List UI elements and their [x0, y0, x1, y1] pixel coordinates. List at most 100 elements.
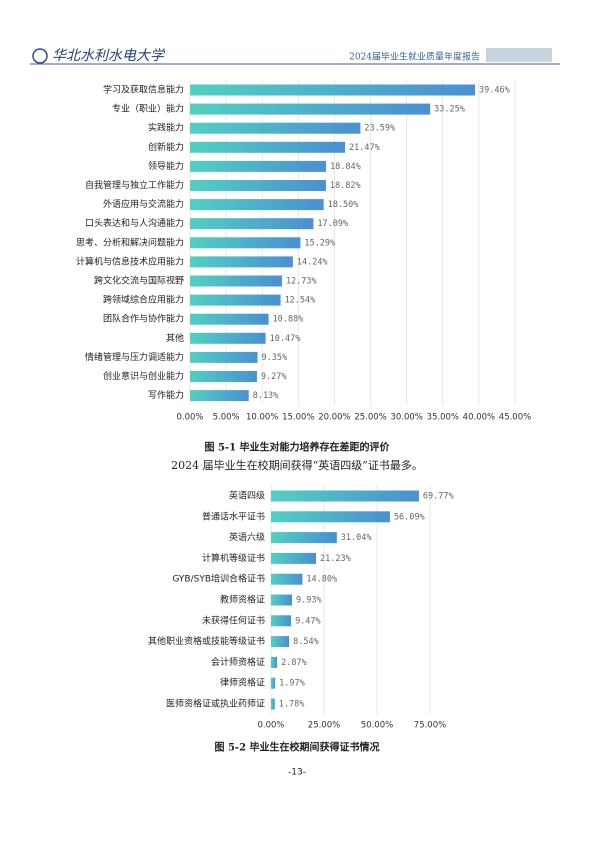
- x-tick-label: 20.00%: [318, 413, 350, 423]
- x-tick-label: 0.00%: [176, 413, 203, 423]
- value-label: 33.25%: [434, 105, 465, 115]
- value-label: 18.84%: [330, 162, 361, 172]
- value-label: 8.54%: [293, 637, 319, 647]
- x-tick-label: 15.00%: [282, 413, 314, 423]
- category-label: 写作能力: [148, 389, 184, 401]
- bar: [271, 656, 278, 668]
- bar: [190, 351, 258, 363]
- category-label: 未获得任何证书: [202, 614, 265, 626]
- x-tick-label: 25.00%: [354, 413, 386, 423]
- figure-caption: 图 5-2 毕业生在校期间获得证书情况: [214, 741, 379, 754]
- bar: [190, 103, 431, 115]
- bar: [271, 594, 293, 606]
- x-tick-label: 10.00%: [246, 413, 278, 423]
- value-label: 1.97%: [279, 679, 305, 689]
- bar: [190, 237, 301, 249]
- category-label: 其他职业资格或技能等级证书: [148, 635, 265, 647]
- bar: [190, 84, 475, 96]
- value-label: 69.77%: [423, 492, 454, 502]
- category-label: 会计师资格证: [211, 656, 265, 668]
- bar: [271, 511, 390, 523]
- value-label: 9.47%: [295, 616, 321, 626]
- value-label: 17.09%: [317, 219, 348, 229]
- category-label: 律师资格证: [220, 677, 265, 689]
- logo-text: 华北水利水电大学: [52, 48, 166, 64]
- category-label: 口头表达和与人沟通能力: [85, 217, 184, 229]
- category-label: 医师资格证或执业药师证: [166, 698, 265, 710]
- category-label: 专业（职业）能力: [112, 103, 184, 115]
- bar: [190, 122, 361, 134]
- x-tick-label: 50.00%: [361, 721, 393, 731]
- category-label: 创业意识与创业能力: [103, 370, 184, 382]
- value-label: 56.09%: [394, 512, 425, 522]
- x-tick-label: 75.00%: [414, 721, 446, 731]
- category-label: 情绪管理与压力调适能力: [85, 351, 184, 363]
- value-label: 21.23%: [320, 554, 351, 564]
- bar: [190, 294, 281, 306]
- bar: [190, 218, 314, 230]
- category-label: 其他: [166, 332, 184, 344]
- value-label: 9.93%: [296, 596, 322, 606]
- bar: [190, 199, 324, 211]
- bar: [190, 390, 249, 402]
- category-label: 领导能力: [148, 160, 184, 172]
- bar: [190, 256, 293, 268]
- x-tick-label: 30.00%: [390, 413, 422, 423]
- value-label: 9.35%: [262, 353, 288, 363]
- x-tick-label: 35.00%: [427, 413, 459, 423]
- category-label: 学习及获取信息能力: [103, 84, 184, 96]
- value-label: 12.54%: [285, 296, 316, 306]
- value-label: 8.13%: [253, 391, 279, 401]
- x-tick-label: 5.00%: [213, 413, 240, 423]
- bar: [190, 275, 282, 287]
- value-label: 39.46%: [479, 86, 510, 96]
- x-tick-label: 25.00%: [308, 721, 340, 731]
- bar: [271, 636, 290, 648]
- value-label: 1.78%: [279, 700, 305, 710]
- bar: [190, 313, 269, 325]
- bar: [190, 332, 266, 344]
- category-label: 英语六级: [229, 531, 265, 543]
- bar: [271, 490, 419, 502]
- figure-caption: 图 5-1 毕业生对能力培养存在差距的评价: [204, 441, 390, 454]
- bar: [190, 180, 326, 191]
- category-label: 外语应用与交流能力: [103, 198, 184, 210]
- header-image: [486, 48, 552, 62]
- body-text: 2024 届毕业生在校期间获得“英语四级”证书最多。: [171, 458, 423, 472]
- category-label: 计算机与信息技术应用能力: [76, 255, 184, 267]
- value-label: 15.29%: [304, 238, 335, 248]
- category-label: 实践能力: [148, 122, 184, 134]
- value-label: 10.47%: [270, 334, 301, 344]
- category-label: GYB/SYB培训合格证书: [172, 573, 265, 585]
- x-tick-label: 45.00%: [499, 413, 531, 423]
- bar: [271, 677, 276, 689]
- bar: [190, 160, 327, 172]
- x-tick-label: 40.00%: [463, 413, 495, 423]
- category-label: 团队合作与协作能力: [103, 313, 184, 325]
- category-label: 创新能力: [148, 141, 184, 153]
- value-label: 12.73%: [286, 277, 317, 287]
- header-title: 2024届毕业生就业质量年度报告: [349, 51, 480, 63]
- category-label: 思考、分析和解决问题能力: [76, 236, 184, 248]
- category-label: 跨领域综合应用能力: [103, 294, 184, 306]
- value-label: 23.59%: [364, 124, 395, 134]
- page-number: -13-: [288, 768, 306, 778]
- category-label: 教师资格证: [220, 594, 265, 606]
- value-label: 21.47%: [349, 143, 380, 153]
- value-label: 9.27%: [261, 372, 287, 382]
- category-label: 计算机等级证书: [202, 552, 265, 564]
- bar: [271, 573, 303, 585]
- value-label: 18.82%: [330, 181, 361, 191]
- value-label: 14.24%: [297, 257, 328, 267]
- category-label: 跨文化交流与国际视野: [94, 275, 184, 287]
- bar: [271, 615, 292, 627]
- category-label: 自我管理与独立工作能力: [85, 179, 184, 191]
- x-tick-label: 0.00%: [257, 721, 284, 731]
- logo-emblem: [32, 48, 48, 64]
- value-label: 10.88%: [273, 315, 304, 325]
- value-label: 2.87%: [281, 658, 307, 668]
- value-label: 14.80%: [306, 575, 337, 585]
- bar: [271, 698, 275, 710]
- category-label: 普通话水平证书: [202, 510, 265, 522]
